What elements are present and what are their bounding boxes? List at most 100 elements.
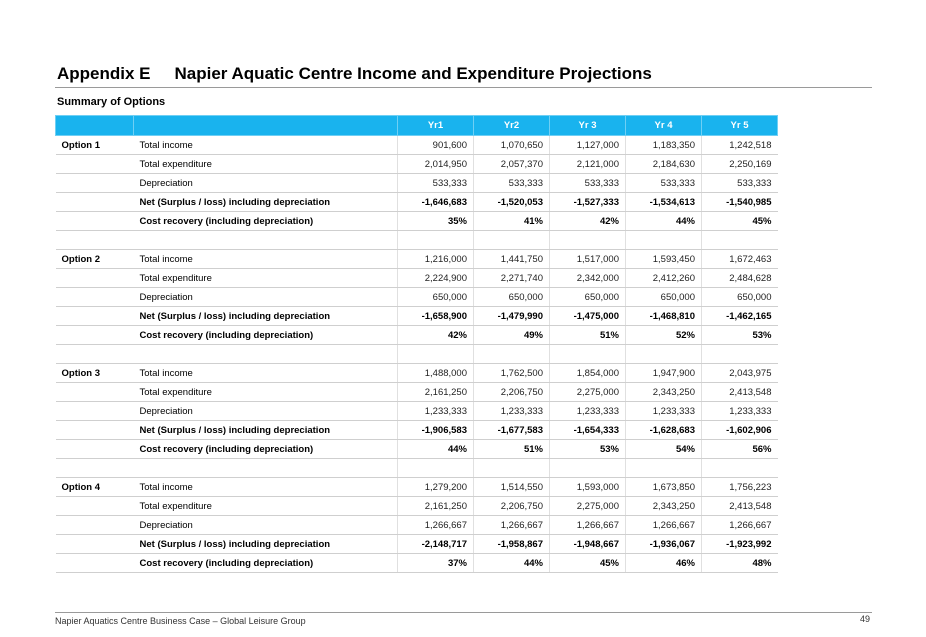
value-cell: -1,475,000 — [549, 306, 626, 326]
value-cell: 901,600 — [397, 135, 474, 155]
option-label — [55, 173, 134, 193]
value-cell: 2,342,000 — [549, 268, 626, 288]
empty-cell — [701, 458, 778, 478]
table-row: Net (Surplus / loss) including depreciat… — [55, 306, 778, 326]
value-cell: 44% — [473, 553, 550, 573]
header-blank-cell — [133, 115, 398, 136]
table-row: Net (Surplus / loss) including depreciat… — [55, 534, 778, 554]
value-cell: 46% — [625, 553, 702, 573]
table-row: Option 4 Total income 1,279,200 1,514,550 1,… — [55, 477, 778, 497]
value-cell: 1,266,667 — [625, 515, 702, 535]
option-label — [55, 515, 134, 535]
value-cell: 1,266,667 — [549, 515, 626, 535]
value-cell: 2,275,000 — [549, 382, 626, 402]
table-row: Net (Surplus / loss) including depreciat… — [55, 192, 778, 212]
row-label: Net (Surplus / loss) including depreciat… — [133, 534, 398, 554]
value-cell: -1,534,613 — [625, 192, 702, 212]
value-cell: 2,014,950 — [397, 154, 474, 174]
table-row: Total expenditure 2,014,950 2,057,370 2,121… — [55, 154, 778, 174]
value-cell: 650,000 — [473, 287, 550, 307]
option-label — [55, 154, 134, 174]
table-row: Depreciation 1,233,333 1,233,333 1,233,333 1… — [55, 401, 778, 421]
value-cell: 53% — [549, 439, 626, 459]
value-cell: 2,206,750 — [473, 382, 550, 402]
value-cell: 2,413,548 — [701, 382, 778, 402]
row-label: Total expenditure — [133, 268, 398, 288]
option-label — [55, 420, 134, 440]
value-cell: 1,233,333 — [625, 401, 702, 421]
row-label: Total income — [133, 135, 398, 155]
value-cell: 2,043,975 — [701, 363, 778, 383]
column-header: Yr 4 — [625, 115, 702, 136]
option-label: Option 2 — [55, 249, 134, 269]
value-cell: 44% — [625, 211, 702, 231]
value-cell: -1,958,867 — [473, 534, 550, 554]
value-cell: 1,127,000 — [549, 135, 626, 155]
column-header: Yr 3 — [549, 115, 626, 136]
row-label: Total expenditure — [133, 496, 398, 516]
value-cell: -1,677,583 — [473, 420, 550, 440]
empty-cell — [55, 230, 134, 250]
value-cell: 56% — [701, 439, 778, 459]
value-cell: 1,266,667 — [473, 515, 550, 535]
option-label — [55, 496, 134, 516]
empty-cell — [625, 230, 702, 250]
empty-cell — [133, 344, 398, 364]
appendix-title: Napier Aquatic Centre Income and Expendi… — [174, 64, 652, 83]
option-label: Option 3 — [55, 363, 134, 383]
table-row: Net (Surplus / loss) including depreciat… — [55, 420, 778, 440]
spacer-row — [55, 458, 778, 478]
option-label — [55, 287, 134, 307]
option-label: Option 1 — [55, 135, 134, 155]
row-label: Cost recovery (including depreciation) — [133, 325, 398, 345]
value-cell: 2,184,630 — [625, 154, 702, 174]
value-cell: 1,947,900 — [625, 363, 702, 383]
row-label: Total income — [133, 249, 398, 269]
value-cell: -1,646,683 — [397, 192, 474, 212]
header-blank-cell — [55, 115, 134, 136]
empty-cell — [473, 458, 550, 478]
value-cell: 2,224,900 — [397, 268, 474, 288]
value-cell: 49% — [473, 325, 550, 345]
value-cell: 1,242,518 — [701, 135, 778, 155]
value-cell: 1,266,667 — [701, 515, 778, 535]
value-cell: -1,658,900 — [397, 306, 474, 326]
value-cell: 1,233,333 — [701, 401, 778, 421]
value-cell: -1,923,992 — [701, 534, 778, 554]
value-cell: 2,343,250 — [625, 382, 702, 402]
row-label: Depreciation — [133, 401, 398, 421]
column-header: Yr 5 — [701, 115, 778, 136]
table-row: Cost recovery (including depreciation) 44… — [55, 439, 778, 459]
empty-cell — [549, 230, 626, 250]
value-cell: 1,593,000 — [549, 477, 626, 497]
value-cell: 1,279,200 — [397, 477, 474, 497]
row-label: Cost recovery (including depreciation) — [133, 211, 398, 231]
value-cell: 48% — [701, 553, 778, 573]
value-cell: 2,343,250 — [625, 496, 702, 516]
value-cell: 1,756,223 — [701, 477, 778, 497]
empty-cell — [397, 230, 474, 250]
value-cell: 1,854,000 — [549, 363, 626, 383]
value-cell: 1,070,650 — [473, 135, 550, 155]
column-header: Yr2 — [473, 115, 550, 136]
option-label — [55, 534, 134, 554]
value-cell: -2,148,717 — [397, 534, 474, 554]
value-cell: 45% — [549, 553, 626, 573]
empty-cell — [701, 344, 778, 364]
value-cell: 51% — [473, 439, 550, 459]
value-cell: 2,412,260 — [625, 268, 702, 288]
value-cell: 650,000 — [625, 287, 702, 307]
value-cell: 1,233,333 — [397, 401, 474, 421]
value-cell: 41% — [473, 211, 550, 231]
value-cell: -1,527,333 — [549, 192, 626, 212]
column-header: Yr1 — [397, 115, 474, 136]
value-cell: 1,514,550 — [473, 477, 550, 497]
value-cell: 45% — [701, 211, 778, 231]
row-label: Net (Surplus / loss) including depreciat… — [133, 192, 398, 212]
value-cell: 53% — [701, 325, 778, 345]
table-row: Option 2 Total income 1,216,000 1,441,750 1,… — [55, 249, 778, 269]
page-title: Appendix E Napier Aquatic Centre Income a… — [57, 64, 652, 84]
row-label: Depreciation — [133, 515, 398, 535]
value-cell: -1,654,333 — [549, 420, 626, 440]
option-label — [55, 401, 134, 421]
